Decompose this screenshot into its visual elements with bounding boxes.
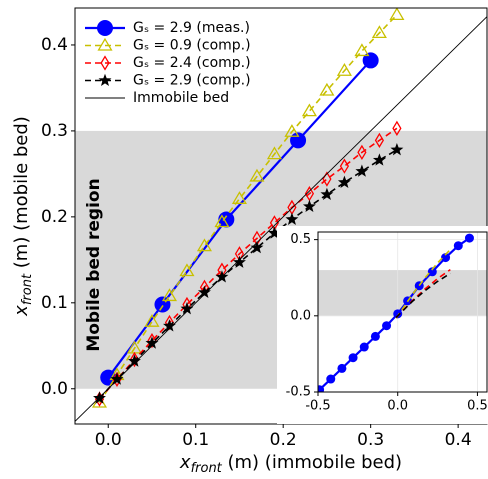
- marker: [326, 374, 336, 384]
- y-tick-label: 0.0: [41, 379, 68, 399]
- axis-label-sub: front: [20, 273, 35, 305]
- x-tick-label: 0.5: [467, 398, 488, 413]
- marker: [348, 353, 358, 363]
- series-line: [75, 15, 487, 423]
- marker: [339, 158, 350, 174]
- y-tick-label: 0.4: [41, 35, 68, 55]
- marker: [129, 351, 140, 368]
- marker: [285, 212, 299, 225]
- marker: [267, 226, 281, 239]
- series-line: [395, 248, 451, 319]
- x-tick-label: 0.4: [445, 430, 472, 450]
- plot-area: [75, 8, 487, 423]
- marker: [318, 385, 325, 392]
- marker: [196, 238, 212, 252]
- x-tick-label: 0.3: [357, 430, 384, 450]
- marker: [163, 319, 176, 332]
- marker: [302, 199, 316, 213]
- y-tick-label: 0.0: [290, 308, 311, 323]
- marker: [354, 43, 370, 57]
- marker: [147, 332, 157, 349]
- axis-label-main: x: [11, 305, 32, 317]
- x-tick-label: 0.2: [270, 430, 297, 450]
- marker: [382, 321, 392, 331]
- marker: [145, 336, 159, 349]
- marker: [389, 8, 405, 21]
- marker: [320, 187, 334, 201]
- marker: [441, 253, 451, 263]
- marker: [337, 363, 347, 373]
- marker: [362, 52, 379, 69]
- series-line: [395, 272, 451, 319]
- marker: [301, 103, 317, 117]
- y-tick-label: -0.5: [286, 385, 311, 400]
- axis-label-rest: (m) (immobile bed): [222, 452, 402, 473]
- marker: [336, 63, 352, 76]
- axis-label-rest: (m) (mobile bed): [11, 116, 32, 274]
- marker: [231, 191, 247, 204]
- legend-marker: [97, 20, 113, 36]
- marker: [427, 267, 437, 277]
- y-tick-label: 0.1: [41, 293, 68, 313]
- legend-label: Gₛ = 2.9 (comp.): [133, 73, 251, 89]
- annotation: Mobile bed region: [84, 178, 104, 351]
- y-axis-label: xfront (m) (mobile bed): [11, 116, 35, 317]
- marker: [393, 309, 403, 319]
- marker: [250, 241, 264, 254]
- marker: [180, 302, 194, 315]
- marker: [374, 132, 385, 149]
- axis-label-main: x: [179, 452, 191, 473]
- legend-label: Immobile bed: [133, 90, 229, 106]
- x-axis-label: xfront (m) (immobile bed): [179, 452, 402, 476]
- marker: [197, 285, 211, 298]
- y-tick-label: 0.2: [41, 207, 68, 227]
- marker: [319, 82, 335, 96]
- marker: [161, 288, 178, 302]
- marker: [214, 214, 230, 228]
- marker: [453, 241, 463, 251]
- marker: [464, 233, 474, 243]
- marker: [371, 25, 387, 39]
- marker: [266, 146, 282, 160]
- marker: [390, 143, 404, 156]
- marker: [355, 164, 369, 177]
- marker: [372, 153, 386, 166]
- marker: [337, 175, 351, 188]
- legend-marker: [98, 73, 112, 86]
- marker: [357, 144, 367, 161]
- legend-label: Gₛ = 2.9 (meas.): [133, 20, 250, 36]
- plot-area: [318, 233, 474, 392]
- marker: [144, 314, 160, 327]
- x-tick-label: 0.0: [95, 430, 122, 450]
- marker: [110, 372, 124, 385]
- marker: [179, 263, 195, 277]
- marker: [359, 342, 369, 352]
- marker: [215, 270, 229, 283]
- y-tick-label: 0.5: [290, 232, 311, 247]
- legend-marker: [97, 37, 113, 51]
- marker: [128, 354, 141, 367]
- marker: [284, 124, 300, 137]
- marker: [232, 255, 246, 268]
- marker: [370, 331, 380, 341]
- x-tick-label: 0.1: [182, 430, 209, 450]
- x-tick-label: 0.0: [387, 398, 408, 413]
- axis-label-sub: front: [191, 461, 223, 476]
- axes-frame: [317, 231, 488, 393]
- marker: [249, 168, 265, 182]
- legend-label: Gₛ = 0.9 (comp.): [133, 38, 251, 54]
- legend-label: Gₛ = 2.4 (comp.): [133, 55, 251, 71]
- y-tick-label: 0.3: [41, 121, 68, 141]
- marker: [392, 120, 402, 136]
- x-tick-label: -0.5: [305, 398, 330, 413]
- legend-marker: [100, 55, 110, 71]
